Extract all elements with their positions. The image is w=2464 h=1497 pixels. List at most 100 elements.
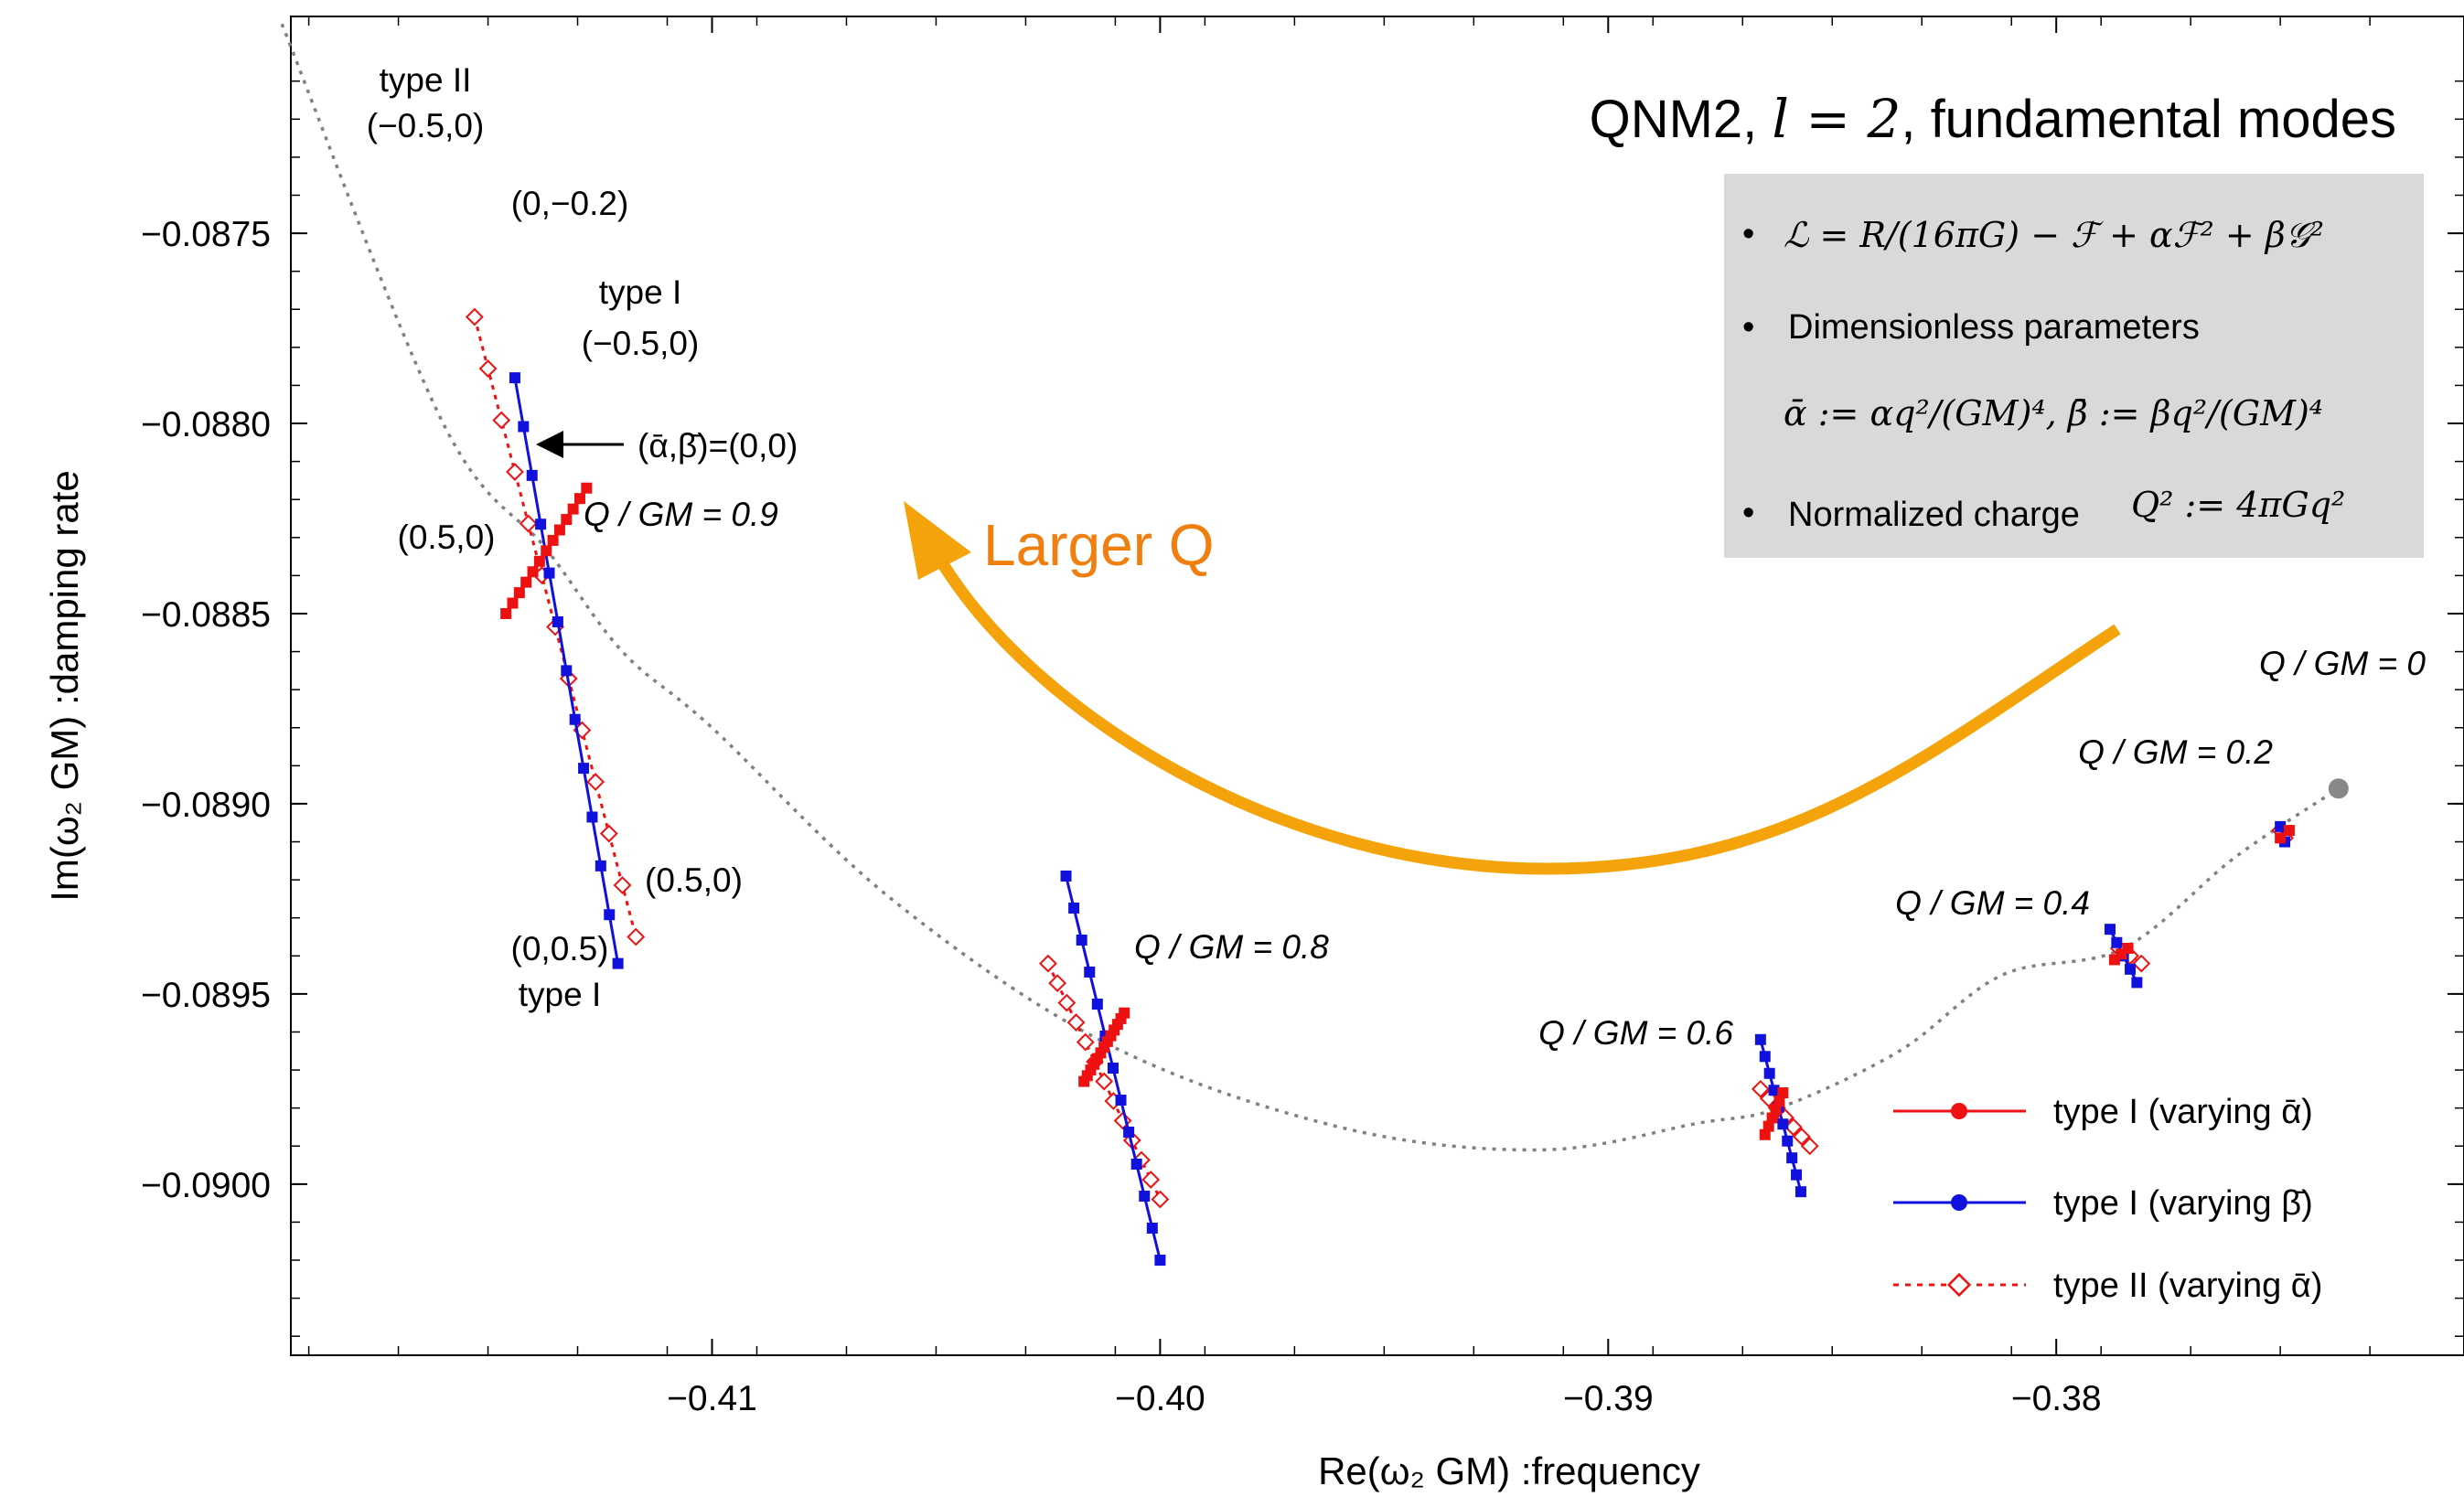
data-point [520, 576, 532, 588]
data-point [527, 566, 539, 578]
qlabel-0: Q / GM = 0 [2259, 645, 2426, 682]
data-point [1084, 966, 1096, 978]
info-dimensionless-math: ᾱ := αq²/(GM)⁴, β̄ := βq²/(GM)⁴ [1784, 393, 2323, 433]
q-points [2328, 778, 2349, 799]
data-point [1139, 1191, 1151, 1203]
data-point [1141, 1171, 1161, 1189]
data-point [1770, 1104, 1782, 1116]
data-point [604, 909, 616, 921]
data-point [2122, 942, 2134, 954]
data-point [541, 545, 552, 557]
data-point [1763, 1067, 1775, 1079]
y-tick-label: −0.0895 [141, 976, 271, 1015]
data-point [1759, 1128, 1771, 1140]
y-tick-label: −0.0880 [141, 405, 271, 444]
data-point [595, 860, 606, 871]
data-point [586, 811, 598, 823]
data-point [2111, 936, 2123, 948]
info-bullet-2: • [1742, 308, 1754, 347]
y-tick-label: −0.0900 [141, 1166, 271, 1205]
larger-q-arrowhead [904, 501, 971, 580]
data-point [1107, 1062, 1119, 1074]
qlabel-09: Q / GM = 0.9 [584, 496, 778, 533]
data-point [519, 514, 538, 533]
y-tick-label: −0.0890 [141, 786, 271, 825]
data-point [1146, 1223, 1158, 1235]
data-point [547, 534, 559, 546]
data-point [1777, 1087, 1789, 1099]
x-axis-title: Re(ω₂ GM) :frequency [1318, 1449, 1700, 1492]
data-point [1773, 1096, 1785, 1107]
data-point [1786, 1152, 1798, 1164]
info-bullet-3: • [1742, 494, 1754, 532]
larger-q-arrow [904, 501, 2121, 875]
larger-q-arrow-shaft [935, 556, 2121, 875]
ann-type1-top-2: (−0.5,0) [582, 325, 700, 362]
axis-ticks: −0.41 −0.40 −0.39 −0.38 −0.0875 −0.0880 −0.088… [141, 16, 2464, 1418]
plot-frame [290, 16, 2464, 1356]
data-point [627, 927, 646, 946]
data-point [1119, 1007, 1130, 1019]
x-tick-label: −0.40 [1115, 1379, 1205, 1418]
legend-marker-type1-alpha [1951, 1103, 1967, 1119]
legend-marker-type2-alpha [1946, 1272, 1972, 1298]
data-point [1057, 993, 1077, 1012]
series-layer [465, 307, 2295, 1267]
chart-title: QNM2, l = 2, fundamental modes [1590, 88, 2396, 150]
data-point [1039, 954, 1057, 973]
data-point [613, 876, 632, 894]
y-axis-title: Im(ω₂ GM) :damping rate [43, 470, 86, 902]
ann-type1-top-1: type I [599, 273, 682, 311]
data-point [509, 372, 520, 384]
data-point [1768, 1085, 1780, 1096]
data-point [2283, 825, 2295, 837]
data-point [506, 463, 524, 481]
data-point [1068, 902, 1080, 914]
data-point [533, 555, 545, 567]
data-point [1794, 1186, 1806, 1198]
data-point [543, 567, 555, 579]
data-point [1060, 870, 1072, 882]
data-point [1091, 998, 1103, 1010]
data-point [1791, 1169, 1803, 1181]
ann-beta-bottom-1: (0,0.5) [511, 930, 609, 968]
info-lagrangian: ℒ = R/(16πG) − ℱ + αℱ² + β𝒢² [1784, 215, 2324, 255]
x-tick-label: −0.38 [2011, 1379, 2102, 1418]
data-point [1115, 1094, 1127, 1106]
qlabel-08: Q / GM = 0.8 [1134, 928, 1329, 966]
ann-type2-bottom: (0.5,0) [645, 861, 743, 899]
legend-marker-type1-beta [1951, 1194, 1967, 1211]
qlabel-02: Q / GM = 0.2 [2078, 733, 2273, 771]
larger-q-label: Larger Q [983, 512, 1215, 578]
qlabel-06: Q / GM = 0.6 [1538, 1014, 1733, 1052]
data-point [1130, 1159, 1142, 1171]
x-tick-label: −0.39 [1563, 1379, 1654, 1418]
ann-alpha-bottom: (0.5,0) [398, 519, 496, 556]
legend-label-type1-alpha: type I (varying ᾱ) [2053, 1093, 2313, 1131]
data-point [1784, 1117, 1803, 1137]
ann-beta-bottom-2: type I [519, 976, 602, 1013]
data-point [2275, 832, 2287, 844]
data-point [2275, 820, 2287, 832]
info-dimensionless: Dimensionless parameters [1788, 308, 2200, 347]
info-bullet-1: • [1742, 215, 1754, 253]
data-point [561, 514, 573, 526]
data-point [1095, 1072, 1114, 1091]
data-point [1782, 1135, 1794, 1147]
data-point [612, 957, 624, 969]
data-point [1800, 1137, 1819, 1156]
data-point [513, 587, 525, 599]
data-point [1048, 974, 1067, 993]
data-point [500, 607, 512, 619]
legend-label-type2-alpha: type II (varying ᾱ) [2053, 1267, 2322, 1305]
y-tick-label: −0.0885 [141, 595, 271, 635]
data-point [1766, 1112, 1778, 1124]
x-tick-label: −0.41 [667, 1379, 757, 1418]
data-point [1151, 1190, 1170, 1209]
data-point [2131, 977, 2143, 989]
info-box: • ℒ = R/(16πG) − ℱ + αℱ² + β𝒢² • Dimensi… [1724, 174, 2424, 558]
data-point [1751, 1079, 1770, 1098]
ann-origin: (ᾱ,β̄)=(0,0) [637, 427, 798, 465]
data-point [1076, 934, 1087, 946]
